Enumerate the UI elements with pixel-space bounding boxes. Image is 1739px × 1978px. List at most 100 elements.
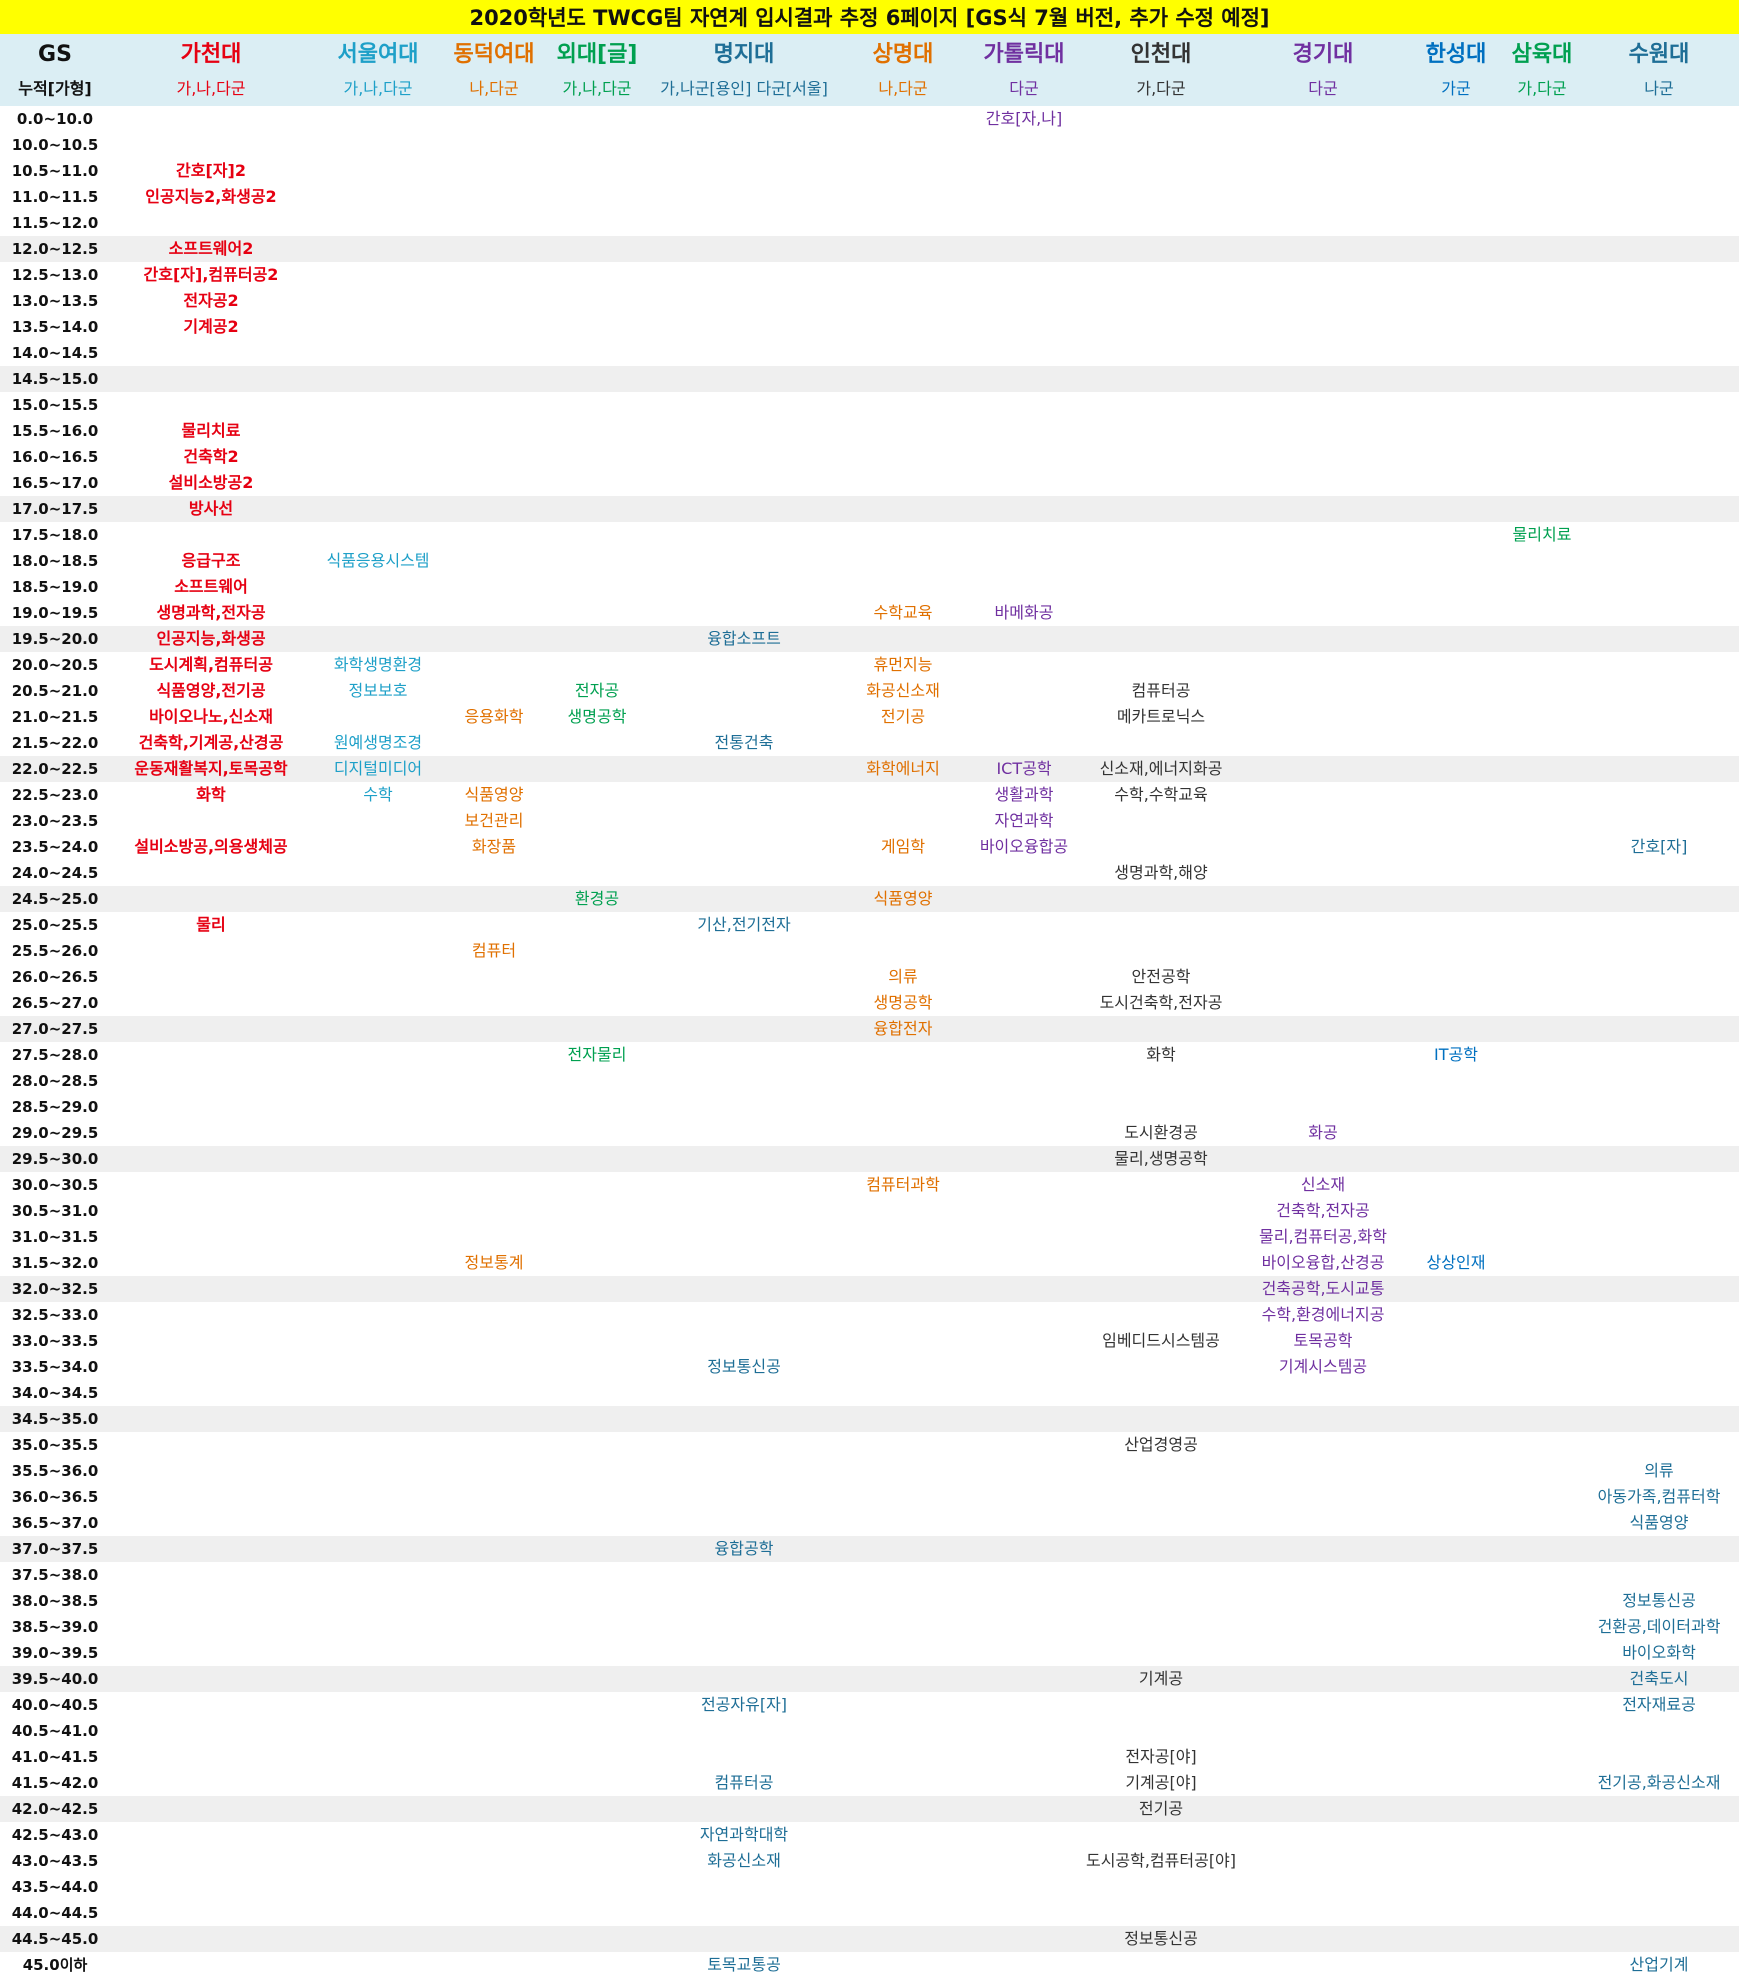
- univ-groups-hufs: 가,나,다군: [562, 79, 632, 98]
- dept-cell-inu: 기계공[야]: [1125, 1773, 1197, 1792]
- gs-range: 31.0~31.5: [11, 1228, 99, 1246]
- dept-cell-dongduk: 보건관리: [464, 811, 524, 830]
- table-row: 11.0~11.5 인공지능2,화생공2: [0, 184, 1739, 210]
- univ-name-suwon: 수원대: [1628, 42, 1690, 67]
- dept-cell-inu: 화학: [1146, 1045, 1176, 1064]
- gs-range: 23.5~24.0: [11, 838, 99, 856]
- dept-cell-suwon: 아동가족,컴퓨터학: [1597, 1487, 1721, 1506]
- gs-range: 39.5~40.0: [11, 1670, 99, 1688]
- gs-range: 29.0~29.5: [11, 1124, 99, 1142]
- table-row: 42.5~43.0 자연과학대학: [0, 1822, 1739, 1848]
- header-grid: GS 누적[가형] 가천대 가,나,다군 서울여대 가,나,다군 동덕여대 나,다군 외대[…: [0, 34, 1739, 106]
- gs-range: 43.0~43.5: [11, 1852, 99, 1870]
- dept-cell-gachon: 화학: [196, 785, 226, 804]
- dept-cell-dongduk: 정보통계: [464, 1253, 524, 1272]
- dept-cell-smu: 융합전자: [873, 1019, 933, 1038]
- table-row: 25.0~25.5 물리 기산,전기전자: [0, 912, 1739, 938]
- gs-range: 32.0~32.5: [11, 1280, 99, 1298]
- dept-cell-cuk: 바메화공: [994, 603, 1054, 622]
- gs-range: 32.5~33.0: [11, 1306, 99, 1324]
- gs-range: 19.5~20.0: [11, 630, 99, 648]
- table-row: 24.5~25.0 환경공 식품영양: [0, 886, 1739, 912]
- univ-groups-swu: 가,나,다군: [343, 79, 413, 98]
- univ-name-smu: 상명대: [872, 42, 934, 67]
- dept-cell-mju: 기산,전기전자: [697, 915, 791, 934]
- gs-range: 26.5~27.0: [11, 994, 99, 1012]
- table-row: 39.0~39.5 바이오화학: [0, 1640, 1739, 1666]
- gs-range: 44.5~45.0: [11, 1930, 99, 1948]
- dept-cell-smu: 식품영양: [873, 889, 933, 908]
- table-row: 36.5~37.0 식품영양: [0, 1510, 1739, 1536]
- dept-cell-swu: 화학생명환경: [333, 655, 423, 674]
- dept-cell-hansung: 상상인재: [1426, 1253, 1486, 1272]
- univ-groups-suwon: 나군: [1644, 79, 1674, 98]
- dept-cell-gachon: 도시계획,컴퓨터공: [149, 655, 273, 674]
- gs-range: 42.5~43.0: [11, 1826, 99, 1844]
- dept-cell-gachon: 설비소방공2: [168, 473, 254, 492]
- table-row: 11.5~12.0: [0, 210, 1739, 236]
- table-row: 41.5~42.0 컴퓨터공 기계공[야] 전기공,화공신소재: [0, 1770, 1739, 1796]
- table-row: 28.5~29.0: [0, 1094, 1739, 1120]
- dept-cell-mju: 정보통신공: [707, 1357, 781, 1376]
- gs-range: 36.5~37.0: [11, 1514, 99, 1532]
- gs-range: 13.0~13.5: [11, 292, 99, 310]
- dept-cell-suwon: 건환공,데이터과학: [1597, 1617, 1721, 1636]
- table-row: 34.0~34.5: [0, 1380, 1739, 1406]
- dept-cell-gachon: 물리치료: [181, 421, 241, 440]
- gs-range: 23.0~23.5: [11, 812, 99, 830]
- dept-cell-inu: 전자공[야]: [1125, 1747, 1197, 1766]
- gs-range: 27.0~27.5: [11, 1020, 99, 1038]
- univ-name-sahmyook: 삼육대: [1511, 42, 1573, 67]
- dept-cell-inu: 정보통신공: [1124, 1929, 1198, 1948]
- dept-cell-hufs: 환경공: [574, 889, 620, 908]
- table-row: 26.5~27.0 생명공학 도시건축학,전자공: [0, 990, 1739, 1016]
- gs-range: 20.0~20.5: [11, 656, 99, 674]
- table-row: 21.0~21.5 바이오나노,신소재 응용화학 생명공학 전기공 메카트로닉스: [0, 704, 1739, 730]
- dept-cell-dongduk: 식품영양: [464, 785, 524, 804]
- table-row: 31.0~31.5 물리,컴퓨터공,화학: [0, 1224, 1739, 1250]
- dept-cell-kgu: 기계시스템공: [1278, 1357, 1368, 1376]
- univ-groups-inu: 가,다군: [1136, 79, 1186, 98]
- gs-range: 39.0~39.5: [11, 1644, 99, 1662]
- gs-range: 15.5~16.0: [11, 422, 99, 440]
- gs-range: 25.0~25.5: [11, 916, 99, 934]
- dept-cell-cuk: 생활과학: [994, 785, 1054, 804]
- gs-range: 10.0~10.5: [11, 136, 99, 154]
- gs-range: 10.5~11.0: [11, 162, 99, 180]
- table-row: 12.5~13.0 간호[자],컴퓨터공2: [0, 262, 1739, 288]
- gs-range: 28.0~28.5: [11, 1072, 99, 1090]
- gs-range: 30.0~30.5: [11, 1176, 99, 1194]
- table-row: 20.0~20.5 도시계획,컴퓨터공 화학생명환경 휴먼지능: [0, 652, 1739, 678]
- dept-cell-smu: 휴먼지능: [873, 655, 933, 674]
- dept-cell-swu: 식품응용시스템: [326, 551, 430, 570]
- dept-cell-kgu: 신소재: [1300, 1175, 1346, 1194]
- dept-cell-smu: 전기공: [880, 707, 926, 726]
- gs-range: 25.5~26.0: [11, 942, 99, 960]
- univ-name-swu: 서울여대: [337, 42, 419, 67]
- table-row: 19.0~19.5 생명과학,전자공 수학교육 바메화공: [0, 600, 1739, 626]
- dept-cell-dongduk: 응용화학: [464, 707, 524, 726]
- dept-cell-suwon: 정보통신공: [1622, 1591, 1696, 1610]
- dept-cell-suwon: 산업기계: [1629, 1955, 1689, 1974]
- univ-name-mju: 명지대: [713, 42, 775, 67]
- dept-cell-smu: 화공신소재: [866, 681, 940, 700]
- table-row: 18.5~19.0 소프트웨어: [0, 574, 1739, 600]
- table-row: 43.5~44.0: [0, 1874, 1739, 1900]
- table-row: 29.0~29.5 도시환경공 화공: [0, 1120, 1739, 1146]
- gs-range: 40.0~40.5: [11, 1696, 99, 1714]
- gs-range: 36.0~36.5: [11, 1488, 99, 1506]
- dept-cell-gachon: 물리: [196, 915, 226, 934]
- dept-cell-inu: 임베디드시스템공: [1102, 1331, 1220, 1350]
- table-row: 31.5~32.0 정보통계 바이오융합,산경공 상상인재: [0, 1250, 1739, 1276]
- dept-cell-suwon: 식품영양: [1629, 1513, 1689, 1532]
- gs-header-sub: 누적[가형]: [18, 79, 92, 98]
- dept-cell-hansung: IT공학: [1434, 1045, 1478, 1064]
- dept-cell-kgu: 물리,컴퓨터공,화학: [1259, 1227, 1387, 1246]
- table-row: 30.5~31.0 건축학,전자공: [0, 1198, 1739, 1224]
- table-row: 12.0~12.5 소프트웨어2: [0, 236, 1739, 262]
- dept-cell-smu: 의류: [888, 967, 918, 986]
- sheet-title: 2020학년도 TWCG팀 자연계 입시결과 추정 6페이지 [GS식 7월 버…: [0, 0, 1739, 35]
- table-row: 14.5~15.0: [0, 366, 1739, 392]
- table-row: 27.0~27.5 융합전자: [0, 1016, 1739, 1042]
